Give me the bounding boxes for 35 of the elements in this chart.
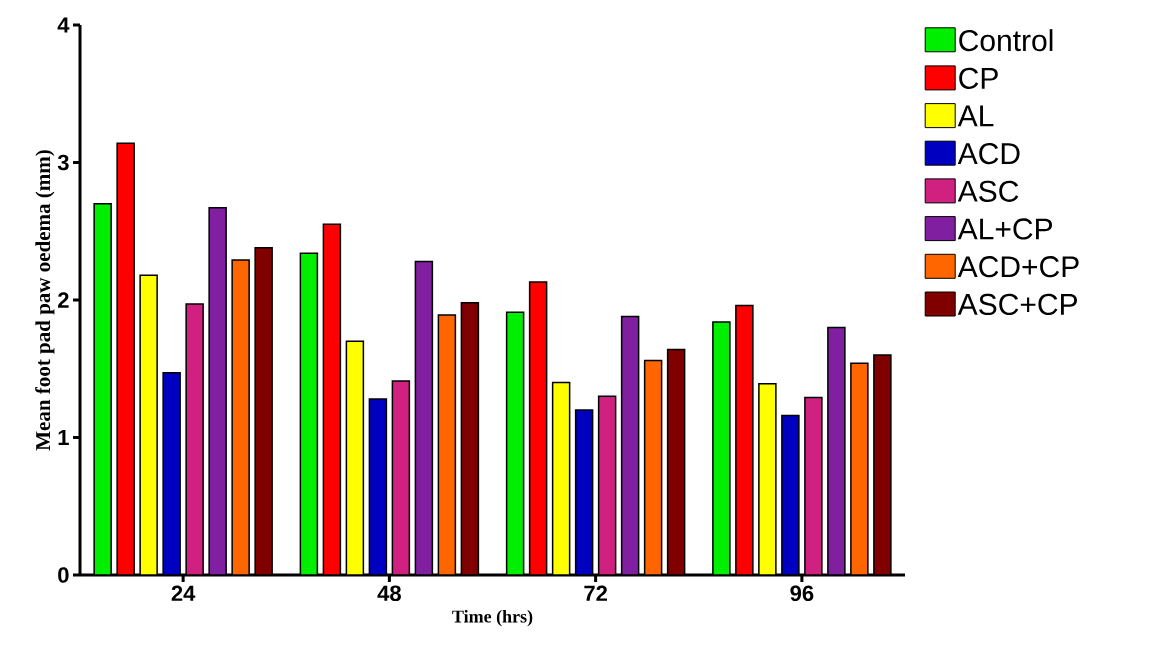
y-tick-label: 1 <box>58 429 69 446</box>
x-tick-label: 72 <box>584 585 607 601</box>
y-tick-label: 0 <box>58 567 69 583</box>
legend-label: AL+CP <box>957 218 1052 240</box>
legend-label: AL <box>957 105 994 127</box>
bar <box>666 348 686 575</box>
legend-label: CP <box>959 67 998 89</box>
bar <box>620 315 640 575</box>
bar <box>391 380 411 575</box>
y-axis-title: Mean foot pad paw oedema (mm) <box>35 150 55 451</box>
legend-label: Control <box>959 29 1053 52</box>
bar <box>437 314 457 575</box>
bar <box>322 223 342 575</box>
bar <box>505 311 525 575</box>
x-axis-title: Time (hrs) <box>452 609 533 627</box>
x-tick-label: 96 <box>790 585 814 602</box>
x-tick-label: 48 <box>377 585 401 602</box>
bar <box>414 260 434 575</box>
bar <box>299 252 319 575</box>
legend-label: ACD+CP <box>957 256 1079 278</box>
legend-label: ASC <box>957 180 1019 202</box>
bar <box>460 301 480 575</box>
bar <box>574 409 594 575</box>
bar <box>643 359 663 575</box>
x-tick-label: 24 <box>171 585 196 601</box>
legend-label: ASC+CP <box>957 293 1077 316</box>
y-tick-label: 2 <box>58 292 69 308</box>
y-tick-label: 4 <box>57 17 70 33</box>
legend-label: ACD <box>957 142 1020 165</box>
bar <box>368 398 388 575</box>
bar <box>345 340 365 575</box>
y-tick-label: 3 <box>57 154 69 171</box>
bar <box>551 381 571 575</box>
bar <box>597 395 617 575</box>
bar <box>528 281 548 575</box>
